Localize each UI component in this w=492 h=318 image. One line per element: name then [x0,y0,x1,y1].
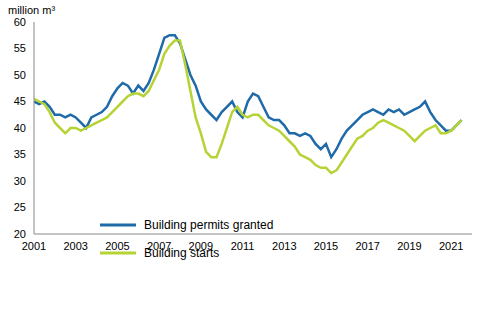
svg-text:35: 35 [14,148,26,160]
svg-text:60: 60 [14,16,26,28]
svg-text:50: 50 [14,69,26,81]
svg-text:2001: 2001 [22,240,46,252]
svg-text:30: 30 [14,175,26,187]
svg-text:2015: 2015 [314,240,338,252]
svg-text:2005: 2005 [105,240,129,252]
svg-text:2009: 2009 [189,240,213,252]
svg-text:25: 25 [14,201,26,213]
svg-text:2007: 2007 [147,240,171,252]
svg-text:2011: 2011 [231,240,255,252]
svg-text:2003: 2003 [63,240,87,252]
svg-text:2021: 2021 [439,240,463,252]
svg-text:2017: 2017 [355,240,379,252]
svg-text:40: 40 [14,122,26,134]
svg-text:20: 20 [14,228,26,240]
svg-text:2013: 2013 [272,240,296,252]
svg-text:55: 55 [14,42,26,54]
svg-text:45: 45 [14,95,26,107]
svg-text:2019: 2019 [397,240,421,252]
